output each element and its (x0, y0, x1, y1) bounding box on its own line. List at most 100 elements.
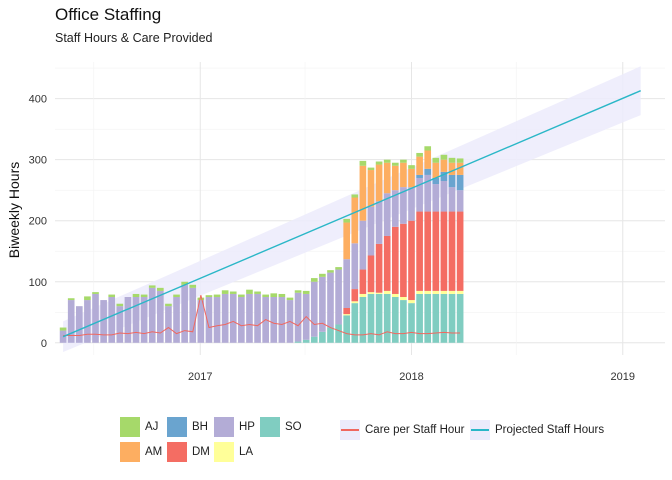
bar-hp (335, 269, 342, 325)
bar-aj (383, 159, 391, 163)
bar-hp (100, 300, 107, 343)
bar-dm (424, 211, 432, 291)
bar-dm (440, 211, 448, 291)
bar-la (432, 290, 440, 294)
bar-dm (432, 211, 440, 291)
bar-aj (197, 297, 205, 301)
bar-hp (173, 297, 180, 343)
bar-aj (108, 294, 116, 298)
bar-so (440, 293, 448, 343)
bar-la (416, 290, 423, 294)
y-axis: 0 100 200 300 400 (29, 94, 47, 350)
legend-item-care: Care per Staff Hour (340, 420, 465, 440)
bar-am (408, 168, 415, 188)
bar-am (375, 164, 383, 202)
chart-title: Office Staffing (55, 5, 162, 24)
bar-hp (310, 281, 318, 337)
bar-aj (181, 281, 188, 285)
y-tick-label: 300 (29, 155, 47, 167)
legend-swatch (120, 442, 140, 462)
bar-so (327, 327, 334, 343)
bars (59, 146, 464, 343)
bar-hp (424, 174, 432, 212)
bar-dm (375, 243, 383, 293)
bar-hp (367, 206, 375, 256)
bar-aj (359, 160, 367, 166)
bar-hp (391, 190, 399, 227)
bar-la (359, 293, 367, 298)
bar-aj (262, 294, 269, 298)
bar-dm (416, 211, 423, 291)
bar-so (310, 336, 318, 343)
legend-swatch (214, 442, 234, 462)
bar-aj (84, 296, 91, 301)
legend-label: Care per Staff Hour (365, 424, 465, 436)
bar-am (391, 165, 399, 191)
bar-hp (408, 187, 415, 221)
legend-swatch (260, 417, 280, 437)
bar-aj (157, 287, 164, 291)
legend-swatch (214, 417, 234, 437)
legend-line-key (340, 420, 360, 440)
bar-am (448, 162, 456, 175)
bar-dm (391, 226, 399, 294)
bar-hp (213, 297, 221, 343)
bar-la (343, 314, 351, 316)
bar-so (456, 293, 464, 343)
bar-so (416, 293, 423, 343)
bar-hp (124, 297, 132, 343)
bar-hp (440, 181, 448, 212)
bar-aj (132, 293, 140, 298)
bar-bh (456, 174, 464, 191)
bar-la (375, 292, 383, 294)
bar-aj (116, 303, 124, 307)
y-tick-label: 200 (29, 216, 47, 228)
projected-staff-hours-line (62, 90, 641, 338)
y-axis-label: Biweekly Hours (6, 162, 22, 258)
bar-hp (456, 190, 464, 212)
bar-aj (408, 165, 415, 169)
bar-aj (59, 327, 67, 331)
legend-item-la: LA (214, 442, 253, 462)
bar-la (400, 297, 407, 301)
legend-item-so: SO (260, 417, 302, 437)
bar-aj (424, 146, 432, 151)
bar-am (456, 162, 464, 175)
bar-hp (383, 193, 391, 236)
legend: AJ AM BH DM HP LA SO Care per Staff Hour Project… (120, 417, 660, 467)
bar-hp (75, 306, 83, 343)
bar-hp (140, 297, 148, 343)
legend-swatch (167, 442, 187, 462)
bar-so (294, 341, 302, 343)
x-tick-label: 2017 (188, 371, 212, 383)
legend-label: Projected Staff Hours (495, 424, 605, 436)
bar-bh (424, 168, 432, 175)
bar-la (440, 290, 448, 294)
bar-la (367, 292, 375, 294)
bar-hp (254, 293, 261, 343)
bar-la (408, 300, 415, 304)
bar-so (343, 315, 351, 343)
projection-line (62, 90, 641, 338)
bar-hp (84, 300, 91, 343)
bar-dm (351, 289, 359, 302)
legend-item-bh: BH (167, 417, 208, 437)
bar-aj (213, 294, 221, 298)
bar-am (424, 150, 432, 169)
bar-hp (270, 297, 278, 343)
legend-label: LA (239, 446, 254, 458)
bar-am (343, 222, 351, 260)
bar-aj (229, 291, 237, 294)
bar-so (432, 293, 440, 343)
chart-subtitle: Staff Hours & Care Provided (55, 31, 213, 45)
bar-am (359, 165, 367, 221)
bar-aj (254, 291, 261, 294)
bar-dm (400, 223, 407, 298)
bar-dm (367, 255, 375, 293)
y-tick-label: 0 (41, 338, 47, 350)
bar-so (400, 300, 407, 343)
bar-am (383, 162, 391, 194)
bar-am (351, 197, 359, 244)
bar-so (335, 324, 342, 343)
bar-hp (359, 220, 367, 270)
